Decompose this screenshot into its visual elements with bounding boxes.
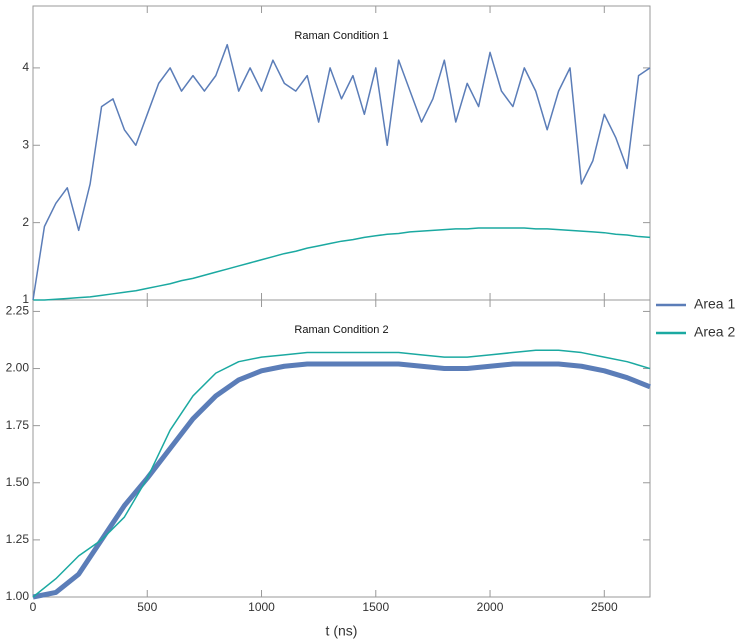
legend-label: Area 1 (694, 296, 735, 312)
y-tick-label: 3 (22, 137, 29, 151)
frame-top (32, 5, 651, 301)
series-line (33, 227, 651, 301)
y-tick-label: 1.75 (6, 418, 30, 432)
x-tick-label: 2500 (591, 600, 618, 614)
x-tick-label: 1000 (248, 600, 275, 614)
legend-label: Area 2 (694, 324, 735, 340)
series-line (32, 349, 651, 598)
x-tick-label: 1500 (362, 600, 389, 614)
x-tick-label: 2000 (477, 600, 504, 614)
y-tick-label: 2 (22, 215, 29, 229)
panel-title: Raman Condition 1 (294, 30, 388, 42)
series-line (32, 43, 651, 301)
y-tick-label: 1.00 (6, 589, 30, 603)
y-tick-label: 1.25 (6, 532, 30, 546)
x-axis-label: t (ns) (326, 623, 358, 639)
y-tick-label: 2.25 (6, 304, 30, 318)
x-tick-label: 500 (137, 600, 157, 614)
series-line (32, 361, 651, 600)
y-tick-label: 1.50 (6, 475, 30, 489)
x-tick-label: 0 (30, 600, 37, 614)
panel-title: Raman Condition 2 (294, 324, 388, 336)
frame-bottom (32, 299, 651, 598)
y-tick-label: 1 (22, 292, 29, 306)
y-tick-label: 4 (22, 60, 29, 74)
y-tick-label: 2.00 (6, 361, 30, 375)
